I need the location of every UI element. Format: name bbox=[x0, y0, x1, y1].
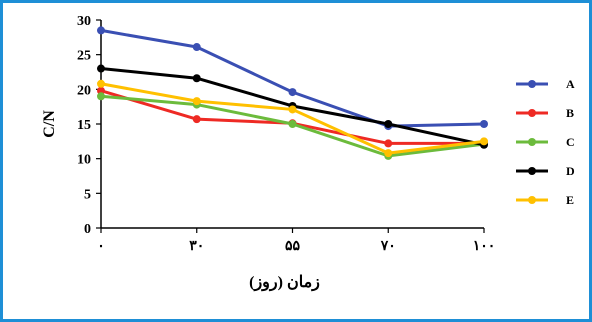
legend-marker-b bbox=[528, 109, 536, 117]
legend-marker-d bbox=[528, 167, 536, 175]
data-point-c bbox=[97, 92, 105, 101]
data-point-b bbox=[192, 115, 201, 124]
data-point-a bbox=[288, 88, 297, 97]
y-tick-label: 25 bbox=[77, 49, 91, 64]
series-lines bbox=[97, 26, 488, 160]
data-point-b bbox=[384, 139, 393, 148]
data-point-d bbox=[384, 120, 393, 128]
data-point-e bbox=[384, 149, 393, 158]
data-point-b bbox=[97, 86, 105, 95]
y-tick-label: 15 bbox=[77, 118, 91, 133]
legend-label-a: A bbox=[566, 77, 575, 91]
y-tick-label: 20 bbox=[77, 83, 91, 98]
data-point-a bbox=[97, 26, 105, 35]
x-tick-label: ۷۰ bbox=[380, 239, 396, 254]
series-line-b bbox=[100, 89, 484, 145]
legend-label-e: E bbox=[566, 193, 574, 207]
data-point-e bbox=[480, 137, 488, 146]
y-tick-label: 5 bbox=[84, 187, 91, 202]
legend-label-c: C bbox=[566, 135, 575, 149]
data-point-e bbox=[288, 105, 297, 114]
data-point-e bbox=[97, 79, 105, 88]
y-tick-label: 30 bbox=[77, 14, 91, 29]
chart-axes: 0 5 10 15 20 25 30 ۰ ۳۰ ۵۵ ۷۰ ۱۰۰ bbox=[77, 14, 495, 254]
data-point-e bbox=[192, 97, 201, 106]
legend-label-d: D bbox=[566, 164, 575, 178]
data-point-c bbox=[288, 120, 297, 128]
y-axis-title: C/N bbox=[41, 110, 58, 138]
y-tick-label: 0 bbox=[84, 222, 91, 237]
y-tick-label: 10 bbox=[77, 153, 91, 168]
data-point-d bbox=[97, 64, 105, 73]
data-point-a bbox=[192, 43, 201, 52]
x-tick-label: ۵۵ bbox=[285, 239, 301, 254]
legend-label-b: B bbox=[566, 106, 574, 120]
x-tick-label: ۰ bbox=[97, 239, 105, 254]
x-tick-label: ۳۰ bbox=[189, 239, 204, 254]
x-axis-title: زمان (روز) bbox=[249, 274, 320, 292]
data-point-d bbox=[192, 74, 201, 83]
legend-marker-e bbox=[528, 196, 536, 204]
x-tick-label: ۱۰۰ bbox=[473, 239, 496, 254]
legend-marker-a bbox=[528, 80, 536, 88]
chart-legend: A B C D E bbox=[516, 77, 575, 207]
data-point-a bbox=[480, 120, 488, 128]
legend-marker-c bbox=[528, 138, 536, 146]
